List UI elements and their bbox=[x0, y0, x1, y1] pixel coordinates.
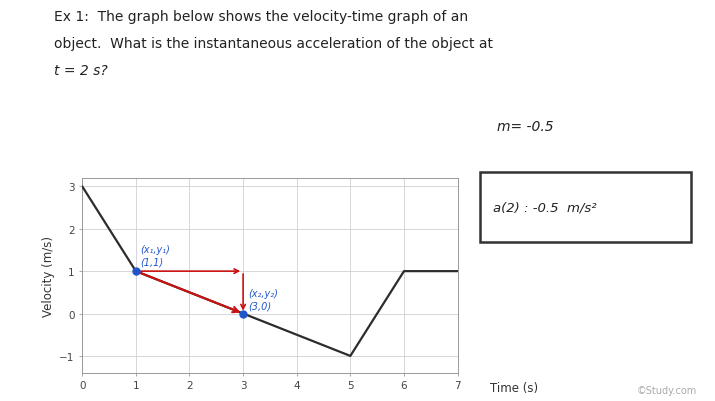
Text: a(2) : -0.5  m/s²: a(2) : -0.5 m/s² bbox=[493, 201, 597, 214]
Text: (x₂,y₂)
(3,0): (x₂,y₂) (3,0) bbox=[249, 288, 278, 310]
Text: (x₁,y₁)
(1,1): (x₁,y₁) (1,1) bbox=[140, 244, 170, 266]
Text: ©Study.com: ©Study.com bbox=[637, 385, 697, 395]
Text: object.  What is the instantaneous acceleration of the object at: object. What is the instantaneous accele… bbox=[54, 37, 493, 51]
Text: Time (s): Time (s) bbox=[490, 381, 538, 394]
Text: m= -0.5: m= -0.5 bbox=[497, 119, 553, 133]
Text: Ex 1:  The graph below shows the velocity-time graph of an: Ex 1: The graph below shows the velocity… bbox=[54, 10, 468, 24]
Text: t = 2 s?: t = 2 s? bbox=[54, 64, 107, 78]
Y-axis label: Velocity (m/s): Velocity (m/s) bbox=[42, 235, 55, 316]
